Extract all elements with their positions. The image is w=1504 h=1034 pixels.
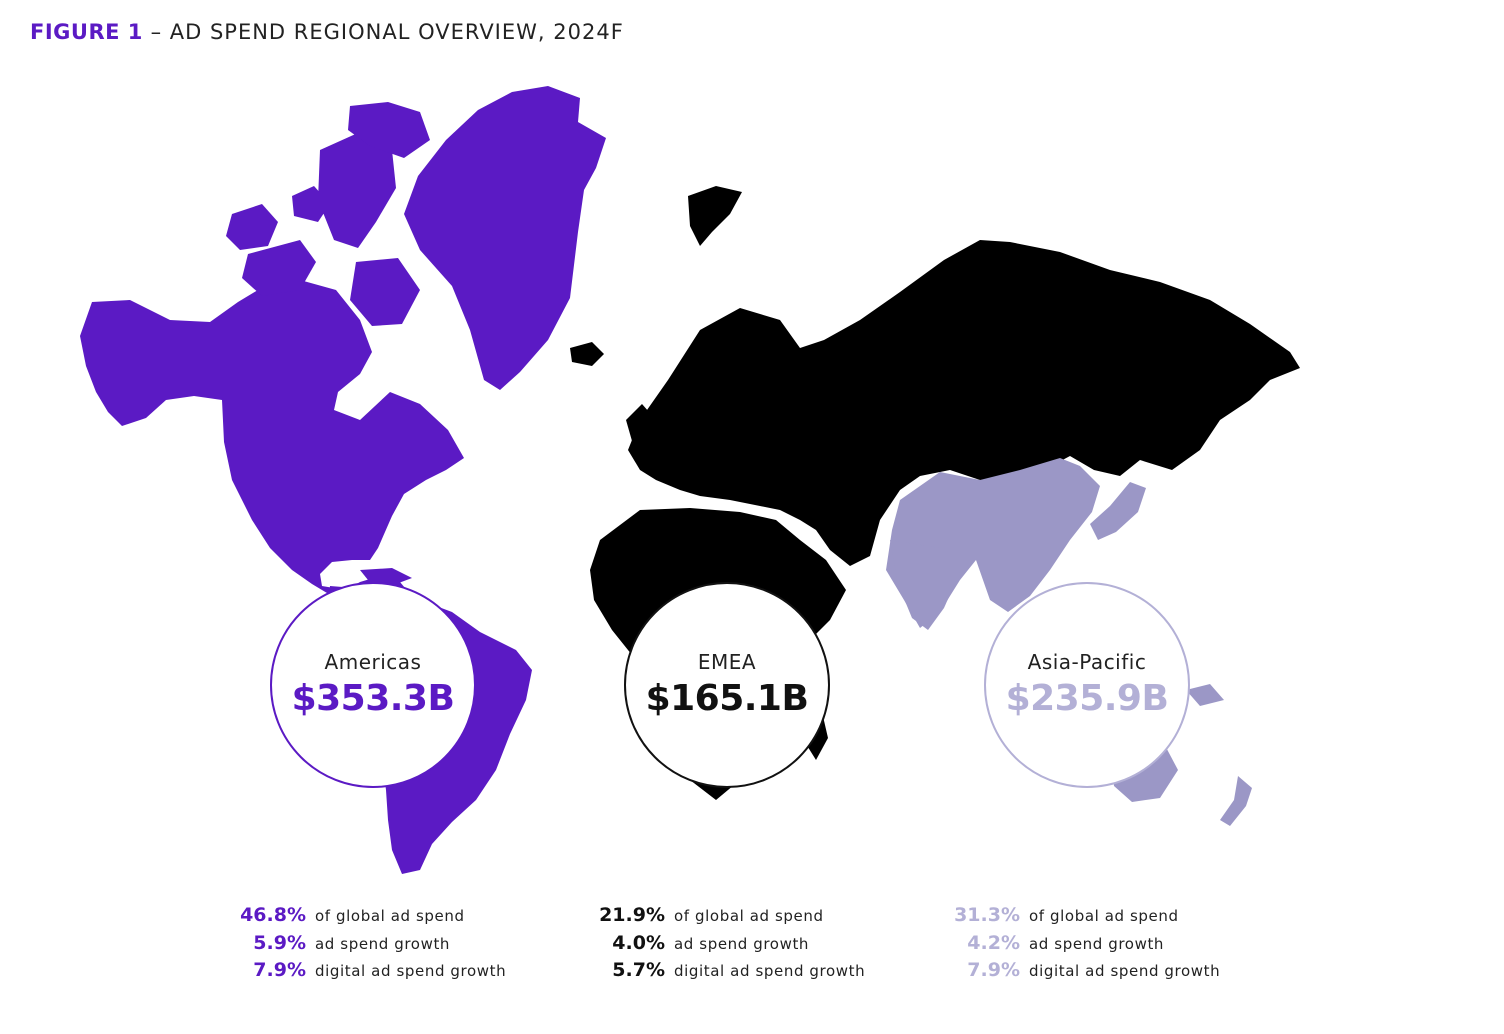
emea-stats: 21.9% of global ad spend 4.0% ad spend g…	[589, 904, 865, 987]
apac-region-name: Asia-Pacific	[1027, 650, 1147, 674]
arctic-island-6	[292, 186, 330, 222]
svalbard-shape	[688, 186, 742, 246]
stat-value: 31.3%	[954, 904, 1020, 926]
europe-russia-shape	[628, 240, 1300, 566]
stat-value: 4.2%	[967, 931, 1020, 954]
india-shape	[890, 540, 960, 630]
stat-value: 21.9%	[599, 904, 665, 926]
stat-label: ad spend growth	[315, 934, 451, 953]
stat-value: 5.7%	[612, 959, 665, 981]
stat-value: 7.9%	[967, 959, 1020, 981]
figure-title-text: AD SPEND REGIONAL OVERVIEW, 2024F	[169, 20, 624, 44]
papua-shape	[1186, 684, 1224, 706]
stat-label: digital ad spend growth	[315, 962, 507, 980]
americas-region-name: Americas	[324, 650, 422, 674]
stat-row: 5.9% ad spend growth	[230, 932, 506, 960]
japan-shape	[1090, 482, 1146, 540]
stat-label: of global ad spend	[674, 907, 824, 925]
uk-shape	[626, 404, 656, 448]
cuba-shape	[360, 568, 412, 584]
stat-value: 4.0%	[612, 931, 665, 954]
stat-label: ad spend growth	[1029, 934, 1165, 953]
stat-row: 5.7% digital ad spend growth	[589, 959, 865, 987]
stat-label: digital ad spend growth	[1029, 962, 1221, 980]
apac-stats: 31.3% of global ad spend 4.2% ad spend g…	[944, 904, 1220, 987]
stat-label: digital ad spend growth	[674, 962, 866, 980]
americas-circle: Americas $353.3B	[270, 582, 476, 788]
americas-stats: 46.8% of global ad spend 5.9% ad spend g…	[230, 904, 506, 987]
arctic-island-4	[348, 102, 430, 158]
stat-row: 4.2% ad spend growth	[944, 932, 1220, 960]
arctic-island-1	[226, 204, 278, 250]
arctic-island-5	[350, 258, 420, 326]
americas-landmass	[80, 86, 606, 874]
figure-label: FIGURE 1	[30, 20, 143, 44]
stat-row: 31.3% of global ad spend	[944, 904, 1220, 932]
stat-value: 5.9%	[253, 931, 306, 954]
apac-ad-spend-value: $235.9B	[1005, 678, 1169, 719]
stat-value: 7.9%	[253, 959, 306, 981]
arctic-island-3	[318, 132, 396, 248]
north-america-shape	[80, 280, 464, 600]
stat-row: 7.9% digital ad spend growth	[230, 959, 506, 987]
stat-row: 7.9% digital ad spend growth	[944, 959, 1220, 987]
emea-circle: EMEA $165.1B	[624, 582, 830, 788]
stat-row: 21.9% of global ad spend	[589, 904, 865, 932]
figure-separator: –	[142, 20, 170, 44]
stat-row: 46.8% of global ad spend	[230, 904, 506, 932]
figure-title: FIGURE 1 – AD SPEND REGIONAL OVERVIEW, 2…	[30, 20, 624, 44]
stat-row: 4.0% ad spend growth	[589, 932, 865, 960]
stat-value: 46.8%	[240, 904, 306, 926]
stat-label: ad spend growth	[674, 934, 810, 953]
emea-ad-spend-value: $165.1B	[645, 678, 809, 719]
stat-label: of global ad spend	[315, 907, 465, 925]
apac-circle: Asia-Pacific $235.9B	[984, 582, 1190, 788]
stat-label: of global ad spend	[1029, 907, 1179, 925]
greenland-shape	[404, 86, 606, 390]
arctic-island-2	[242, 240, 316, 296]
new-zealand-shape	[1220, 776, 1252, 826]
iceland-shape	[570, 342, 604, 366]
emea-region-name: EMEA	[697, 650, 757, 674]
americas-ad-spend-value: $353.3B	[291, 678, 455, 719]
